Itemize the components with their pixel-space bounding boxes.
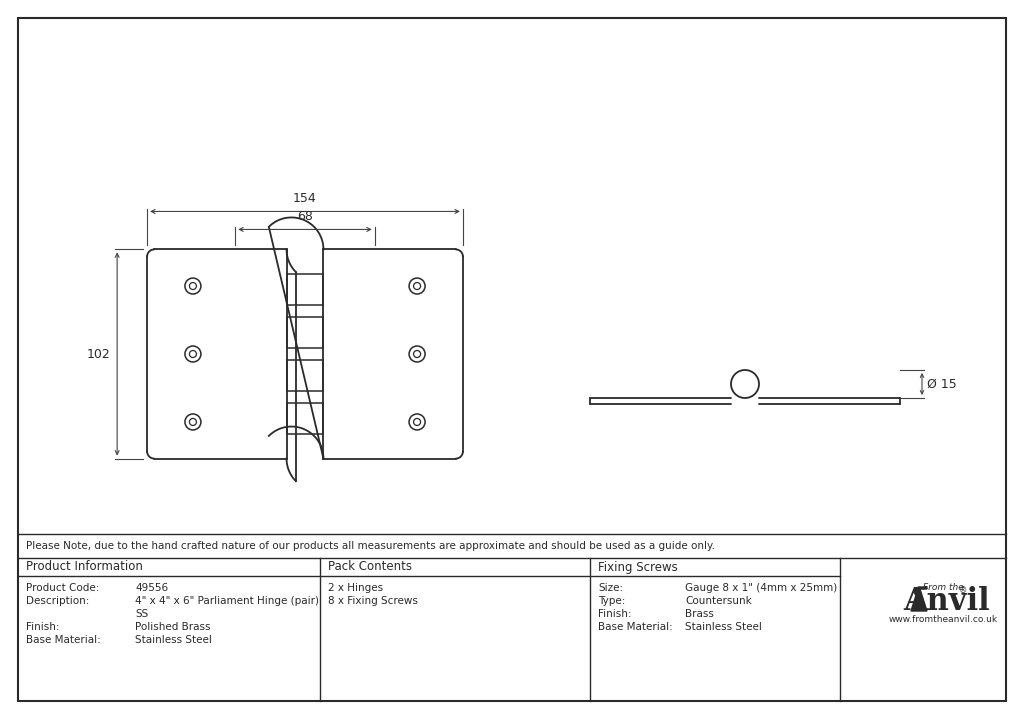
Text: From the: From the	[923, 582, 964, 592]
Text: 154: 154	[293, 193, 316, 206]
Text: Size:: Size:	[598, 583, 624, 593]
Text: Description:: Description:	[26, 596, 89, 606]
Text: Fixing Screws: Fixing Screws	[598, 561, 678, 574]
Polygon shape	[911, 587, 927, 611]
Text: 102: 102	[86, 347, 111, 360]
Text: Anvil: Anvil	[904, 587, 990, 618]
Text: Polished Brass: Polished Brass	[135, 622, 211, 632]
Text: Ø 15: Ø 15	[927, 377, 956, 390]
Text: 68: 68	[297, 211, 313, 224]
Bar	[287, 317, 324, 348]
Text: Stainless Steel: Stainless Steel	[685, 622, 762, 632]
Bar	[287, 274, 324, 305]
Text: www.fromtheanvil.co.uk: www.fromtheanvil.co.uk	[889, 615, 997, 623]
Text: Product Information: Product Information	[26, 561, 143, 574]
Bar	[287, 403, 324, 434]
Text: Pack Contents: Pack Contents	[328, 561, 412, 574]
Text: Base Material:: Base Material:	[598, 622, 673, 632]
Text: Gauge 8 x 1" (4mm x 25mm): Gauge 8 x 1" (4mm x 25mm)	[685, 583, 838, 593]
Text: Type:: Type:	[598, 596, 626, 606]
Text: Brass: Brass	[685, 609, 714, 619]
Text: 8 x Fixing Screws: 8 x Fixing Screws	[328, 596, 418, 606]
Bar	[287, 360, 324, 391]
Text: Finish:: Finish:	[598, 609, 632, 619]
Text: Product Code:: Product Code:	[26, 583, 99, 593]
Text: SS: SS	[135, 609, 148, 619]
Text: ®: ®	[959, 587, 968, 595]
Text: 2 x Hinges: 2 x Hinges	[328, 583, 383, 593]
Text: Countersunk: Countersunk	[685, 596, 752, 606]
Text: Please Note, due to the hand crafted nature of our products all measurements are: Please Note, due to the hand crafted nat…	[26, 541, 715, 551]
Text: Stainless Steel: Stainless Steel	[135, 635, 212, 645]
Text: Finish:: Finish:	[26, 622, 59, 632]
Text: Base Material:: Base Material:	[26, 635, 100, 645]
Text: 49556: 49556	[135, 583, 168, 593]
Text: 4" x 4" x 6" Parliament Hinge (pair): 4" x 4" x 6" Parliament Hinge (pair)	[135, 596, 319, 606]
